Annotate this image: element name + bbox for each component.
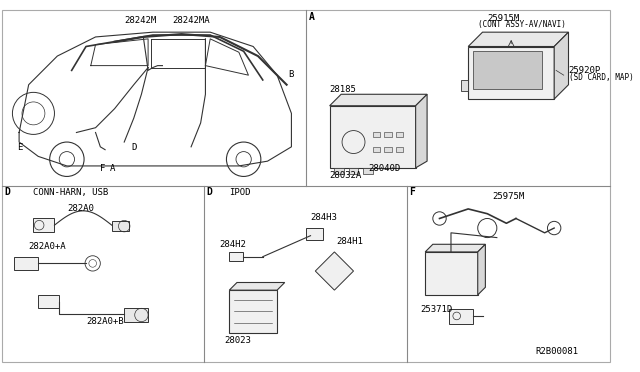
Bar	[124, 308, 148, 322]
Text: B: B	[289, 70, 294, 79]
Bar	[396, 132, 403, 137]
Bar	[468, 46, 554, 99]
Text: 28040D: 28040D	[368, 164, 400, 173]
Text: 282A0+A: 282A0+A	[29, 242, 67, 251]
Polygon shape	[330, 94, 427, 106]
Bar	[33, 218, 54, 232]
Polygon shape	[229, 282, 285, 290]
Bar	[449, 309, 473, 324]
Bar	[38, 295, 60, 308]
Polygon shape	[477, 244, 485, 295]
Text: R2B00081: R2B00081	[535, 347, 578, 356]
Bar	[349, 168, 358, 174]
Text: 28242MA: 28242MA	[172, 16, 210, 25]
Bar	[372, 147, 380, 152]
Text: E: E	[17, 143, 22, 152]
Bar	[335, 168, 344, 174]
Polygon shape	[316, 252, 353, 290]
Text: F: F	[409, 187, 415, 196]
Text: CONN-HARN, USB: CONN-HARN, USB	[33, 187, 109, 196]
Text: F: F	[100, 164, 106, 173]
Polygon shape	[415, 94, 427, 168]
Text: 28032A: 28032A	[330, 171, 362, 180]
Text: 282A0: 282A0	[67, 204, 93, 213]
Text: 25920P: 25920P	[568, 66, 601, 75]
Text: 28242M: 28242M	[124, 16, 156, 25]
Text: 25371D: 25371D	[420, 305, 452, 314]
Text: 282A0+B: 282A0+B	[86, 317, 124, 326]
Bar	[330, 106, 415, 168]
Polygon shape	[554, 32, 568, 99]
Bar	[363, 168, 372, 174]
Text: 25915M: 25915M	[487, 14, 520, 23]
Text: 284H1: 284H1	[337, 237, 364, 246]
Text: 25975M: 25975M	[492, 192, 524, 201]
Bar	[461, 80, 468, 92]
Bar	[473, 51, 541, 90]
Text: (CONT ASSY-AV/NAVI): (CONT ASSY-AV/NAVI)	[477, 20, 566, 29]
Text: (SD CARD, MAP): (SD CARD, MAP)	[568, 73, 633, 82]
Bar	[112, 221, 129, 231]
Bar	[372, 132, 380, 137]
Bar	[384, 147, 392, 152]
Bar	[229, 252, 243, 262]
Polygon shape	[468, 32, 568, 46]
Bar	[384, 132, 392, 137]
Bar	[306, 228, 323, 240]
Bar	[425, 252, 477, 295]
Text: A: A	[308, 12, 314, 22]
Bar	[396, 147, 403, 152]
Bar	[229, 290, 277, 333]
Polygon shape	[425, 244, 485, 252]
Text: D: D	[206, 187, 212, 196]
Text: A: A	[110, 164, 115, 173]
Text: 284H3: 284H3	[310, 214, 337, 222]
Text: 28185: 28185	[330, 85, 356, 94]
Bar	[14, 257, 38, 270]
Text: 284H2: 284H2	[220, 240, 246, 249]
Text: D: D	[132, 143, 137, 152]
Text: IPOD: IPOD	[229, 187, 251, 196]
Text: D: D	[4, 187, 11, 196]
Text: 28023: 28023	[225, 336, 252, 345]
